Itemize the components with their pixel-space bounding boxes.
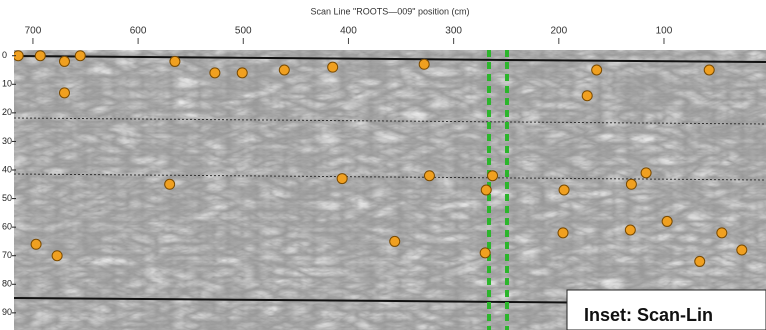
data-point bbox=[737, 245, 747, 255]
chart-title: Scan Line "ROOTS—009" position (cm) bbox=[311, 6, 470, 16]
data-point bbox=[641, 168, 651, 178]
data-point bbox=[170, 56, 180, 66]
y-tick-label: 50 bbox=[2, 193, 12, 203]
data-point bbox=[390, 236, 400, 246]
data-point bbox=[419, 59, 429, 69]
y-tick-label: 80 bbox=[2, 279, 12, 289]
inset-label: Inset: Scan-Lin bbox=[584, 305, 713, 325]
data-point bbox=[337, 174, 347, 184]
plot-area bbox=[13, 50, 766, 330]
data-point bbox=[625, 225, 635, 235]
x-tick-label: 500 bbox=[235, 26, 252, 37]
data-point bbox=[59, 56, 69, 66]
data-point bbox=[662, 216, 672, 226]
y-tick-label: 40 bbox=[2, 164, 12, 174]
x-tick-label: 600 bbox=[130, 26, 147, 37]
data-point bbox=[31, 239, 41, 249]
data-point bbox=[559, 185, 569, 195]
x-tick-label: 300 bbox=[445, 26, 462, 37]
x-tick-label: 700 bbox=[25, 26, 42, 37]
data-point bbox=[75, 51, 85, 61]
data-point bbox=[165, 179, 175, 189]
data-point bbox=[328, 62, 338, 72]
data-point bbox=[424, 171, 434, 181]
data-point bbox=[210, 68, 220, 78]
data-point bbox=[488, 171, 498, 181]
y-tick-label: 30 bbox=[2, 136, 12, 146]
y-tick-label: 0 bbox=[2, 50, 7, 60]
data-point bbox=[481, 185, 491, 195]
data-point bbox=[52, 251, 62, 261]
data-point bbox=[59, 88, 69, 98]
data-point bbox=[695, 256, 705, 266]
y-tick-label: 70 bbox=[2, 250, 12, 260]
data-point bbox=[717, 228, 727, 238]
data-point bbox=[704, 65, 714, 75]
y-tick-label: 20 bbox=[2, 107, 12, 117]
data-point bbox=[279, 65, 289, 75]
data-point bbox=[592, 65, 602, 75]
radargram-texture bbox=[14, 50, 766, 330]
y-tick-label: 60 bbox=[2, 222, 12, 232]
x-tick-label: 100 bbox=[656, 26, 673, 37]
y-tick-label: 10 bbox=[2, 79, 12, 89]
chart: Scan Line "ROOTS—009" position (cm) Inse… bbox=[0, 0, 766, 330]
data-point bbox=[626, 179, 636, 189]
data-point bbox=[237, 68, 247, 78]
x-tick-label: 200 bbox=[550, 26, 567, 37]
y-tick-label: 90 bbox=[2, 307, 12, 317]
data-point bbox=[582, 91, 592, 101]
data-point bbox=[480, 248, 490, 258]
x-tick-label: 400 bbox=[340, 26, 357, 37]
data-point bbox=[35, 51, 45, 61]
data-point bbox=[558, 228, 568, 238]
